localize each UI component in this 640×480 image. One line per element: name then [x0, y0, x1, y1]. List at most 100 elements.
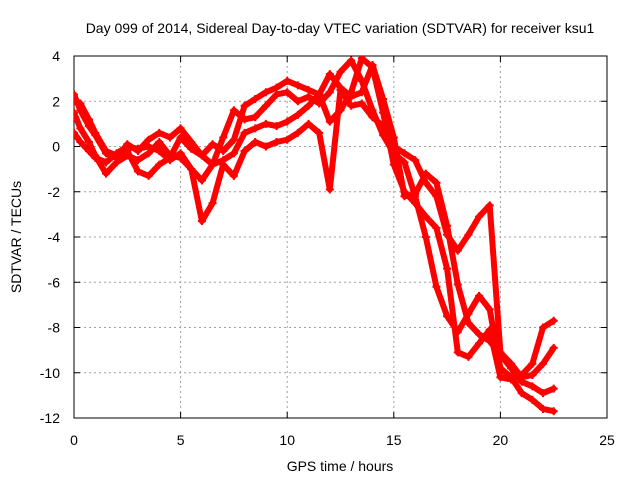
data-point-marker	[475, 339, 484, 348]
data-point-marker	[84, 115, 93, 124]
x-tick-label: 15	[386, 432, 402, 448]
axis-ticks	[73, 55, 608, 419]
data-point-marker	[101, 147, 110, 156]
data-point-marker	[325, 70, 334, 79]
data-point-marker	[507, 375, 516, 384]
data-point-marker	[443, 264, 452, 273]
data-point-marker	[261, 88, 270, 97]
data-point-marker	[155, 137, 164, 146]
data-point-marker	[293, 110, 302, 119]
data-point-marker	[325, 88, 334, 97]
data-point-marker	[411, 190, 420, 199]
data-point-marker	[421, 178, 430, 187]
data-point-marker	[443, 312, 452, 321]
data-point-marker	[549, 384, 558, 393]
data-point-marker	[379, 108, 388, 117]
data-point-marker	[517, 371, 526, 380]
data-point-marker	[144, 142, 153, 151]
data-point-marker	[261, 142, 270, 151]
data-point-marker	[336, 106, 345, 115]
data-point-marker	[347, 88, 356, 97]
data-point-marker	[443, 230, 452, 239]
data-point-marker	[539, 404, 548, 413]
data-point-marker	[74, 108, 78, 117]
data-point-marker	[229, 106, 238, 115]
data-point-marker	[315, 128, 324, 137]
data-point-marker	[485, 305, 494, 314]
data-series	[74, 56, 558, 416]
data-point-marker	[272, 83, 281, 92]
data-point-marker	[347, 56, 356, 65]
data-point-marker	[453, 246, 462, 255]
y-tick-label: -6	[48, 274, 61, 290]
data-point-marker	[187, 144, 196, 153]
data-point-marker	[197, 176, 206, 185]
x-tick-label: 5	[177, 432, 185, 448]
data-point-marker	[411, 199, 420, 208]
data-point-marker	[432, 178, 441, 187]
data-point-marker	[304, 92, 313, 101]
data-point-marker	[325, 185, 334, 194]
data-point-marker	[528, 371, 537, 380]
data-point-marker	[251, 124, 260, 133]
data-point-marker	[176, 124, 185, 133]
data-point-marker	[229, 149, 238, 158]
data-point-marker	[112, 151, 121, 160]
x-tick-labels: 0 5 10 15 20 25	[70, 432, 615, 448]
x-axis-label: GPS time / hours	[287, 458, 394, 474]
data-point-marker	[368, 63, 377, 72]
data-point-marker	[549, 316, 558, 325]
data-point-marker	[485, 201, 494, 210]
data-point-marker	[101, 169, 110, 178]
data-point-marker	[229, 171, 238, 180]
data-point-marker	[400, 158, 409, 167]
y-tick-label: -10	[40, 365, 60, 381]
y-tick-label: 4	[52, 48, 60, 64]
data-point-marker	[133, 167, 142, 176]
data-point-marker	[453, 280, 462, 289]
data-point-marker	[539, 323, 548, 332]
data-point-marker	[293, 97, 302, 106]
data-point-marker	[240, 101, 249, 110]
data-point-marker	[485, 325, 494, 334]
data-point-marker	[74, 128, 78, 137]
data-point-marker	[112, 158, 121, 167]
data-point-marker	[91, 128, 100, 137]
data-point-marker	[464, 352, 473, 361]
data-point-marker	[123, 147, 132, 156]
data-point-marker	[165, 133, 174, 142]
data-point-marker	[197, 151, 206, 160]
data-point-marker	[507, 359, 516, 368]
data-point-marker	[336, 67, 345, 76]
y-axis-label: SDTVAR / TECUs	[8, 181, 24, 293]
data-point-marker	[389, 160, 398, 169]
data-point-marker	[400, 187, 409, 196]
data-point-marker	[74, 97, 78, 106]
data-point-marker	[197, 217, 206, 226]
data-point-marker	[251, 113, 260, 122]
data-point-marker	[357, 56, 366, 63]
data-point-marker	[453, 348, 462, 357]
data-point-marker	[464, 318, 473, 327]
data-point-marker	[293, 81, 302, 90]
data-point-marker	[155, 147, 164, 156]
data-point-marker	[432, 192, 441, 201]
data-point-marker	[155, 128, 164, 137]
data-point-marker	[251, 94, 260, 103]
data-point-marker	[74, 90, 78, 99]
data-point-marker	[219, 133, 228, 142]
data-point-marker	[475, 291, 484, 300]
data-point-marker	[144, 149, 153, 158]
data-point-marker	[272, 122, 281, 131]
data-point-marker	[144, 135, 153, 144]
data-point-marker	[421, 233, 430, 241]
data-point-marker	[549, 343, 558, 352]
data-point-marker	[464, 230, 473, 239]
y-tick-label: 2	[52, 93, 60, 109]
data-point-marker	[411, 156, 420, 165]
data-point-marker	[84, 137, 93, 146]
x-tick-label: 10	[279, 432, 295, 448]
data-point-marker	[283, 88, 292, 97]
series-trace-4	[74, 56, 558, 384]
data-point-marker	[76, 137, 85, 146]
